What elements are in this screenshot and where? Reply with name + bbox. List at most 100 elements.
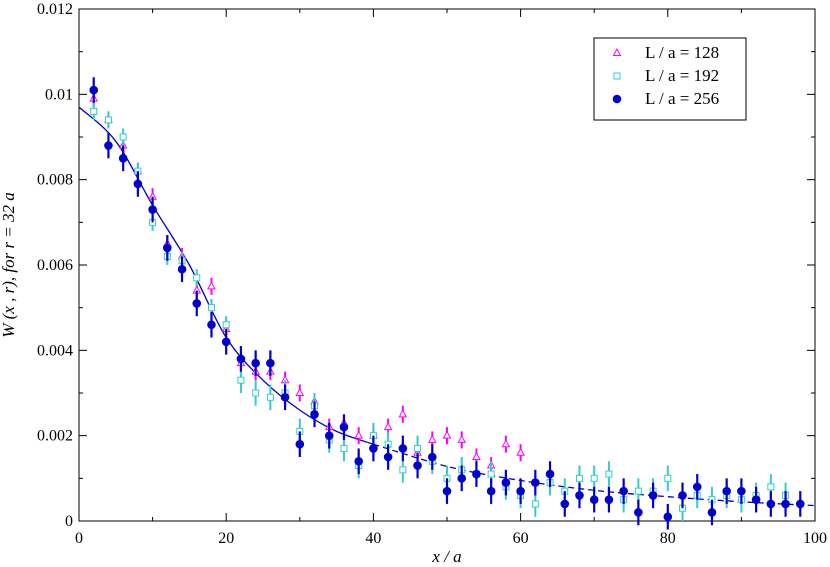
series-square — [90, 102, 790, 521]
data-point — [472, 451, 481, 460]
data-point — [663, 512, 673, 522]
data-point — [751, 495, 761, 504]
data-point — [692, 482, 702, 492]
legend-entry: L / a = 192 — [645, 66, 719, 85]
data-point — [266, 358, 275, 368]
data-point — [501, 439, 511, 448]
legend-entry: L / a = 128 — [645, 43, 719, 62]
data-point — [398, 409, 408, 418]
data-point — [295, 439, 305, 449]
data-point — [457, 474, 467, 483]
data-point — [119, 133, 127, 141]
series-triangle — [89, 90, 525, 475]
legend-marker — [613, 72, 621, 80]
data-point — [104, 141, 113, 150]
data-point — [236, 354, 246, 364]
data-point — [501, 478, 511, 487]
data-point — [383, 422, 393, 431]
data-point — [545, 469, 555, 479]
data-point — [795, 499, 805, 509]
data-point — [295, 387, 305, 396]
data-point — [280, 392, 290, 402]
legend-marker — [612, 47, 622, 56]
data-point — [575, 474, 583, 482]
x-tick-label: 60 — [513, 530, 529, 547]
data-point — [516, 447, 525, 456]
data-point — [251, 358, 260, 368]
fit-curves — [78, 106, 816, 507]
x-tick-label: 20 — [218, 530, 234, 547]
data-point — [89, 85, 99, 95]
data-point — [442, 430, 452, 439]
data-point — [472, 469, 481, 479]
x-axis-label: x / a — [431, 547, 461, 566]
y-tick-label: 0.004 — [37, 342, 73, 359]
data-point — [781, 499, 790, 509]
data-point — [560, 499, 570, 509]
data-point — [707, 508, 717, 517]
y-tick-label: 0.006 — [37, 257, 73, 274]
data-point — [148, 205, 157, 214]
data-point — [221, 337, 231, 347]
data-point — [664, 474, 672, 482]
data-point — [340, 444, 348, 452]
data-point — [118, 154, 128, 163]
data-point — [589, 495, 599, 504]
data-point — [222, 321, 230, 329]
data-point — [516, 486, 525, 496]
data-point — [398, 444, 408, 453]
data-point — [90, 107, 98, 115]
data-point — [722, 486, 731, 496]
data-point — [427, 452, 437, 462]
data-point — [590, 474, 598, 482]
x-tick-label: 100 — [803, 530, 827, 547]
data-point — [193, 274, 201, 282]
data-point — [737, 486, 746, 496]
data-point — [252, 389, 260, 397]
data-point — [619, 486, 628, 496]
data-point — [413, 461, 422, 470]
data-point — [531, 478, 540, 487]
series-circle — [89, 77, 805, 530]
data-point — [104, 116, 112, 124]
legend: L / a = 128 L / a = 192 L / a = 256 — [593, 37, 747, 121]
data-point — [354, 430, 364, 439]
data-point — [163, 243, 172, 253]
data-point — [354, 456, 363, 466]
data-point — [486, 486, 496, 496]
data-point — [427, 434, 437, 443]
data-point — [414, 444, 422, 452]
data-point — [133, 179, 143, 189]
y-tick-label: 0 — [65, 513, 73, 530]
data-point — [457, 434, 467, 443]
x-tick-label: 40 — [365, 530, 381, 547]
data-point — [192, 299, 202, 308]
data-point — [531, 500, 539, 508]
y-tick-label: 0.012 — [37, 1, 73, 18]
y-tick-label: 0.01 — [45, 86, 73, 103]
y-tick-label: 0.002 — [37, 428, 73, 445]
data-point — [266, 393, 274, 401]
y-axis-label: W (x , r), for r = 32 a — [0, 192, 18, 338]
data-point — [399, 466, 407, 474]
data-point — [575, 491, 584, 500]
data-point — [604, 495, 614, 504]
data-point — [339, 422, 349, 432]
data-point — [310, 410, 319, 419]
data-point — [605, 470, 613, 478]
data-point — [766, 499, 776, 509]
data-point — [383, 452, 393, 462]
data-point — [237, 376, 245, 384]
data-point — [634, 508, 643, 517]
y-tick-label: 0.008 — [37, 172, 73, 189]
x-tick-label: 80 — [660, 530, 676, 547]
data-point — [767, 483, 775, 491]
data-point — [324, 431, 334, 440]
data-point — [648, 491, 658, 500]
legend-entry: L / a = 256 — [645, 89, 719, 108]
data-point — [207, 304, 215, 312]
data-point — [442, 486, 452, 496]
data-series — [89, 77, 805, 530]
data-point — [369, 444, 378, 453]
